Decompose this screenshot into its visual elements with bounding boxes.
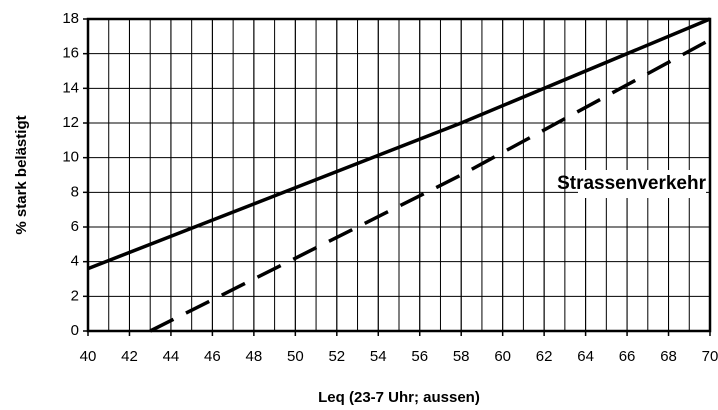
x-tick-label: 52 [328,348,345,365]
y-tick-label: 6 [71,218,79,235]
y-tick-label: 12 [62,114,79,131]
line [87,17,711,271]
y-tick-label: 0 [71,322,79,339]
x-tick-label: 56 [411,348,428,365]
y-tick-label: 10 [62,149,79,166]
x-tick-label: 46 [204,348,221,365]
x-tick-label: 40 [80,348,97,365]
x-tick-label: 58 [453,348,470,365]
y-tick-label: 2 [71,287,79,304]
y-tick-label: 8 [71,183,79,200]
x-tick-label: 60 [494,348,511,365]
x-tick-label: 66 [619,348,636,365]
y-tick-label: 4 [71,253,79,270]
y-axis-label: % stark belästigt [13,115,30,234]
annotation: Strassenverkehr [557,173,707,194]
plot-frame [86,17,712,333]
x-axis-label: Leq (23-7 Uhr; aussen) [318,389,480,406]
x-tick-label: 62 [536,348,553,365]
x-tick-label: 44 [163,348,180,365]
x-tick-label: 70 [702,348,718,365]
y-tick-label: 14 [62,79,79,96]
y-tick-label: 18 [62,10,79,27]
x-tick-label: 50 [287,348,304,365]
line [149,38,711,333]
x-tick-label: 54 [370,348,387,365]
x-tick-label: 68 [660,348,677,365]
x-tick-label: 42 [121,348,138,365]
x-tick-label: 48 [246,348,263,365]
annotation-bg [578,170,706,198]
x-tick-label: 64 [577,348,594,365]
y-tick-label: 16 [62,45,79,62]
